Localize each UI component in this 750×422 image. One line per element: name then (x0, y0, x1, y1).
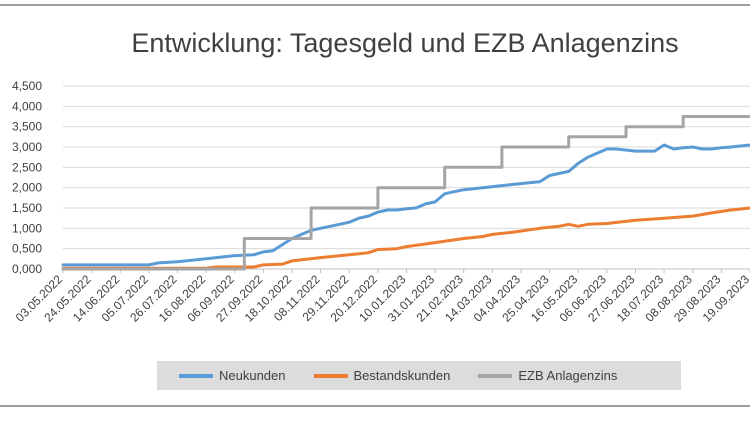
legend-swatch-bestandskunden (313, 373, 348, 378)
legend-swatch-ezb-anlagenzins (478, 373, 513, 378)
legend-item-bestandskunden: Bestandskunden (313, 368, 451, 383)
legend-swatch-neukunden (179, 373, 213, 378)
series-line-neukunden (61, 143, 750, 267)
x-axis: 03.05.202224.05.202214.06.202205.07.2022… (13, 268, 750, 325)
legend-item-ezb-anlagenzins: EZB Anlagenzins (478, 368, 617, 383)
y-tick-label: 1,000 (12, 221, 42, 235)
y-tick-label: 3,500 (12, 120, 42, 134)
gridlines (63, 85, 750, 250)
legend: Neukunden Bestandskunden EZB Anlagenzins (157, 361, 681, 390)
series-lines (61, 115, 750, 271)
legend-label-bestandskunden: Bestandskunden (353, 368, 451, 383)
y-tick-label: 4,500 (12, 79, 42, 93)
y-tick-label: 3,000 (12, 140, 42, 154)
y-axis: 0,000 0,500 1,000 1,500 2,000 2,500 3,000 3,500… (12, 79, 42, 276)
series-line-ezb-anlagenzins (61, 115, 750, 271)
legend-item-neukunden: Neukunden (179, 368, 286, 383)
y-tick-label: 0,500 (12, 242, 42, 256)
chart-title: Entwicklung: Tagesgeld und EZB Anlagenzi… (131, 28, 679, 58)
legend-label-ezb-anlagenzins: EZB Anlagenzins (518, 368, 618, 383)
y-tick-label: 0,000 (12, 262, 42, 276)
legend-label-neukunden: Neukunden (219, 368, 286, 383)
y-tick-label: 2,000 (12, 181, 42, 195)
y-tick-label: 4,000 (12, 99, 42, 113)
series-line-bestandskunden (61, 206, 750, 270)
y-tick-label: 2,500 (12, 160, 42, 174)
y-tick-label: 1,500 (12, 201, 42, 215)
